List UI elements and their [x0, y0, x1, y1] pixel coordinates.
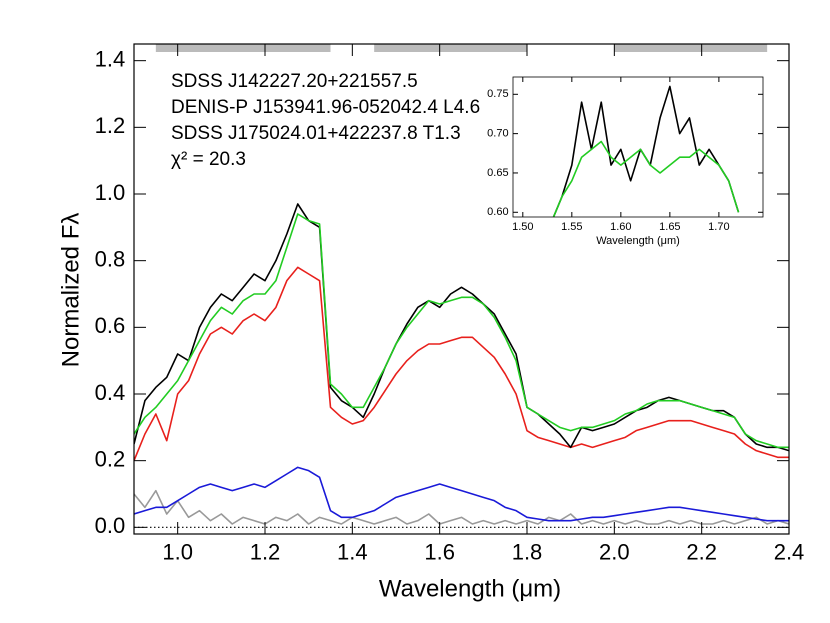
plot-frame — [512, 76, 764, 218]
inset-background — [513, 77, 763, 217]
y-axis-label: Normalized Fλ — [57, 213, 84, 368]
y-tick-label: 1.0 — [95, 180, 126, 205]
inset-x-axis-label: Wavelength (μm) — [596, 235, 680, 247]
x-tick-label: 1.2 — [250, 540, 281, 565]
x-tick-label: 1.0 — [162, 540, 193, 565]
x-tick-label: 1.65 — [659, 221, 680, 233]
legend-entry: SDSS J175024.01+422237.8 T1.3 — [171, 123, 461, 144]
x-tick-label: 1.55 — [561, 221, 582, 233]
y-tick-label: 0.8 — [95, 246, 126, 271]
x-tick-label: 1.8 — [512, 540, 543, 565]
series-group — [134, 203, 789, 525]
y-tick-label: 1.2 — [95, 113, 126, 138]
band — [374, 44, 527, 52]
series-group — [552, 85, 740, 217]
series-line — [134, 213, 789, 449]
x-tick-label: 1.4 — [337, 540, 368, 565]
y-tick-label: 0.70 — [487, 128, 508, 140]
y-tick-label: 0.4 — [95, 380, 126, 405]
y-tick-label: 1.4 — [95, 46, 126, 71]
plot-frame — [133, 43, 790, 535]
series-line — [134, 203, 789, 452]
y-tick-label: 0.2 — [95, 446, 126, 471]
x-tick-label: 2.0 — [599, 540, 630, 565]
x-tick-label: 1.60 — [610, 221, 631, 233]
series-line — [552, 140, 740, 217]
series-line — [134, 466, 789, 522]
x-axis-label: Wavelength (μm) — [379, 575, 561, 602]
band — [614, 44, 768, 52]
series-line — [134, 266, 789, 461]
y-tick-label: 0.0 — [95, 513, 126, 538]
y-tick-label: 0.75 — [487, 88, 508, 100]
legend-entry: DENIS-P J153941.96-052042.4 L4.6 — [171, 97, 480, 118]
x-tick-label: 2.2 — [686, 540, 717, 565]
legend-entry: SDSS J142227.20+221557.5 — [171, 71, 418, 92]
y-tick-label: 0.60 — [487, 206, 508, 218]
y-tick-label: 0.6 — [95, 313, 126, 338]
annotation: χ² = 20.3 — [171, 149, 246, 170]
x-tick-label: 1.70 — [708, 221, 729, 233]
x-tick-label: 1.6 — [424, 540, 455, 565]
x-tick-label: 2.4 — [774, 540, 805, 565]
series-line — [134, 489, 789, 525]
band — [155, 44, 331, 52]
y-tick-label: 0.65 — [487, 167, 508, 179]
x-tick-label: 1.50 — [512, 221, 533, 233]
